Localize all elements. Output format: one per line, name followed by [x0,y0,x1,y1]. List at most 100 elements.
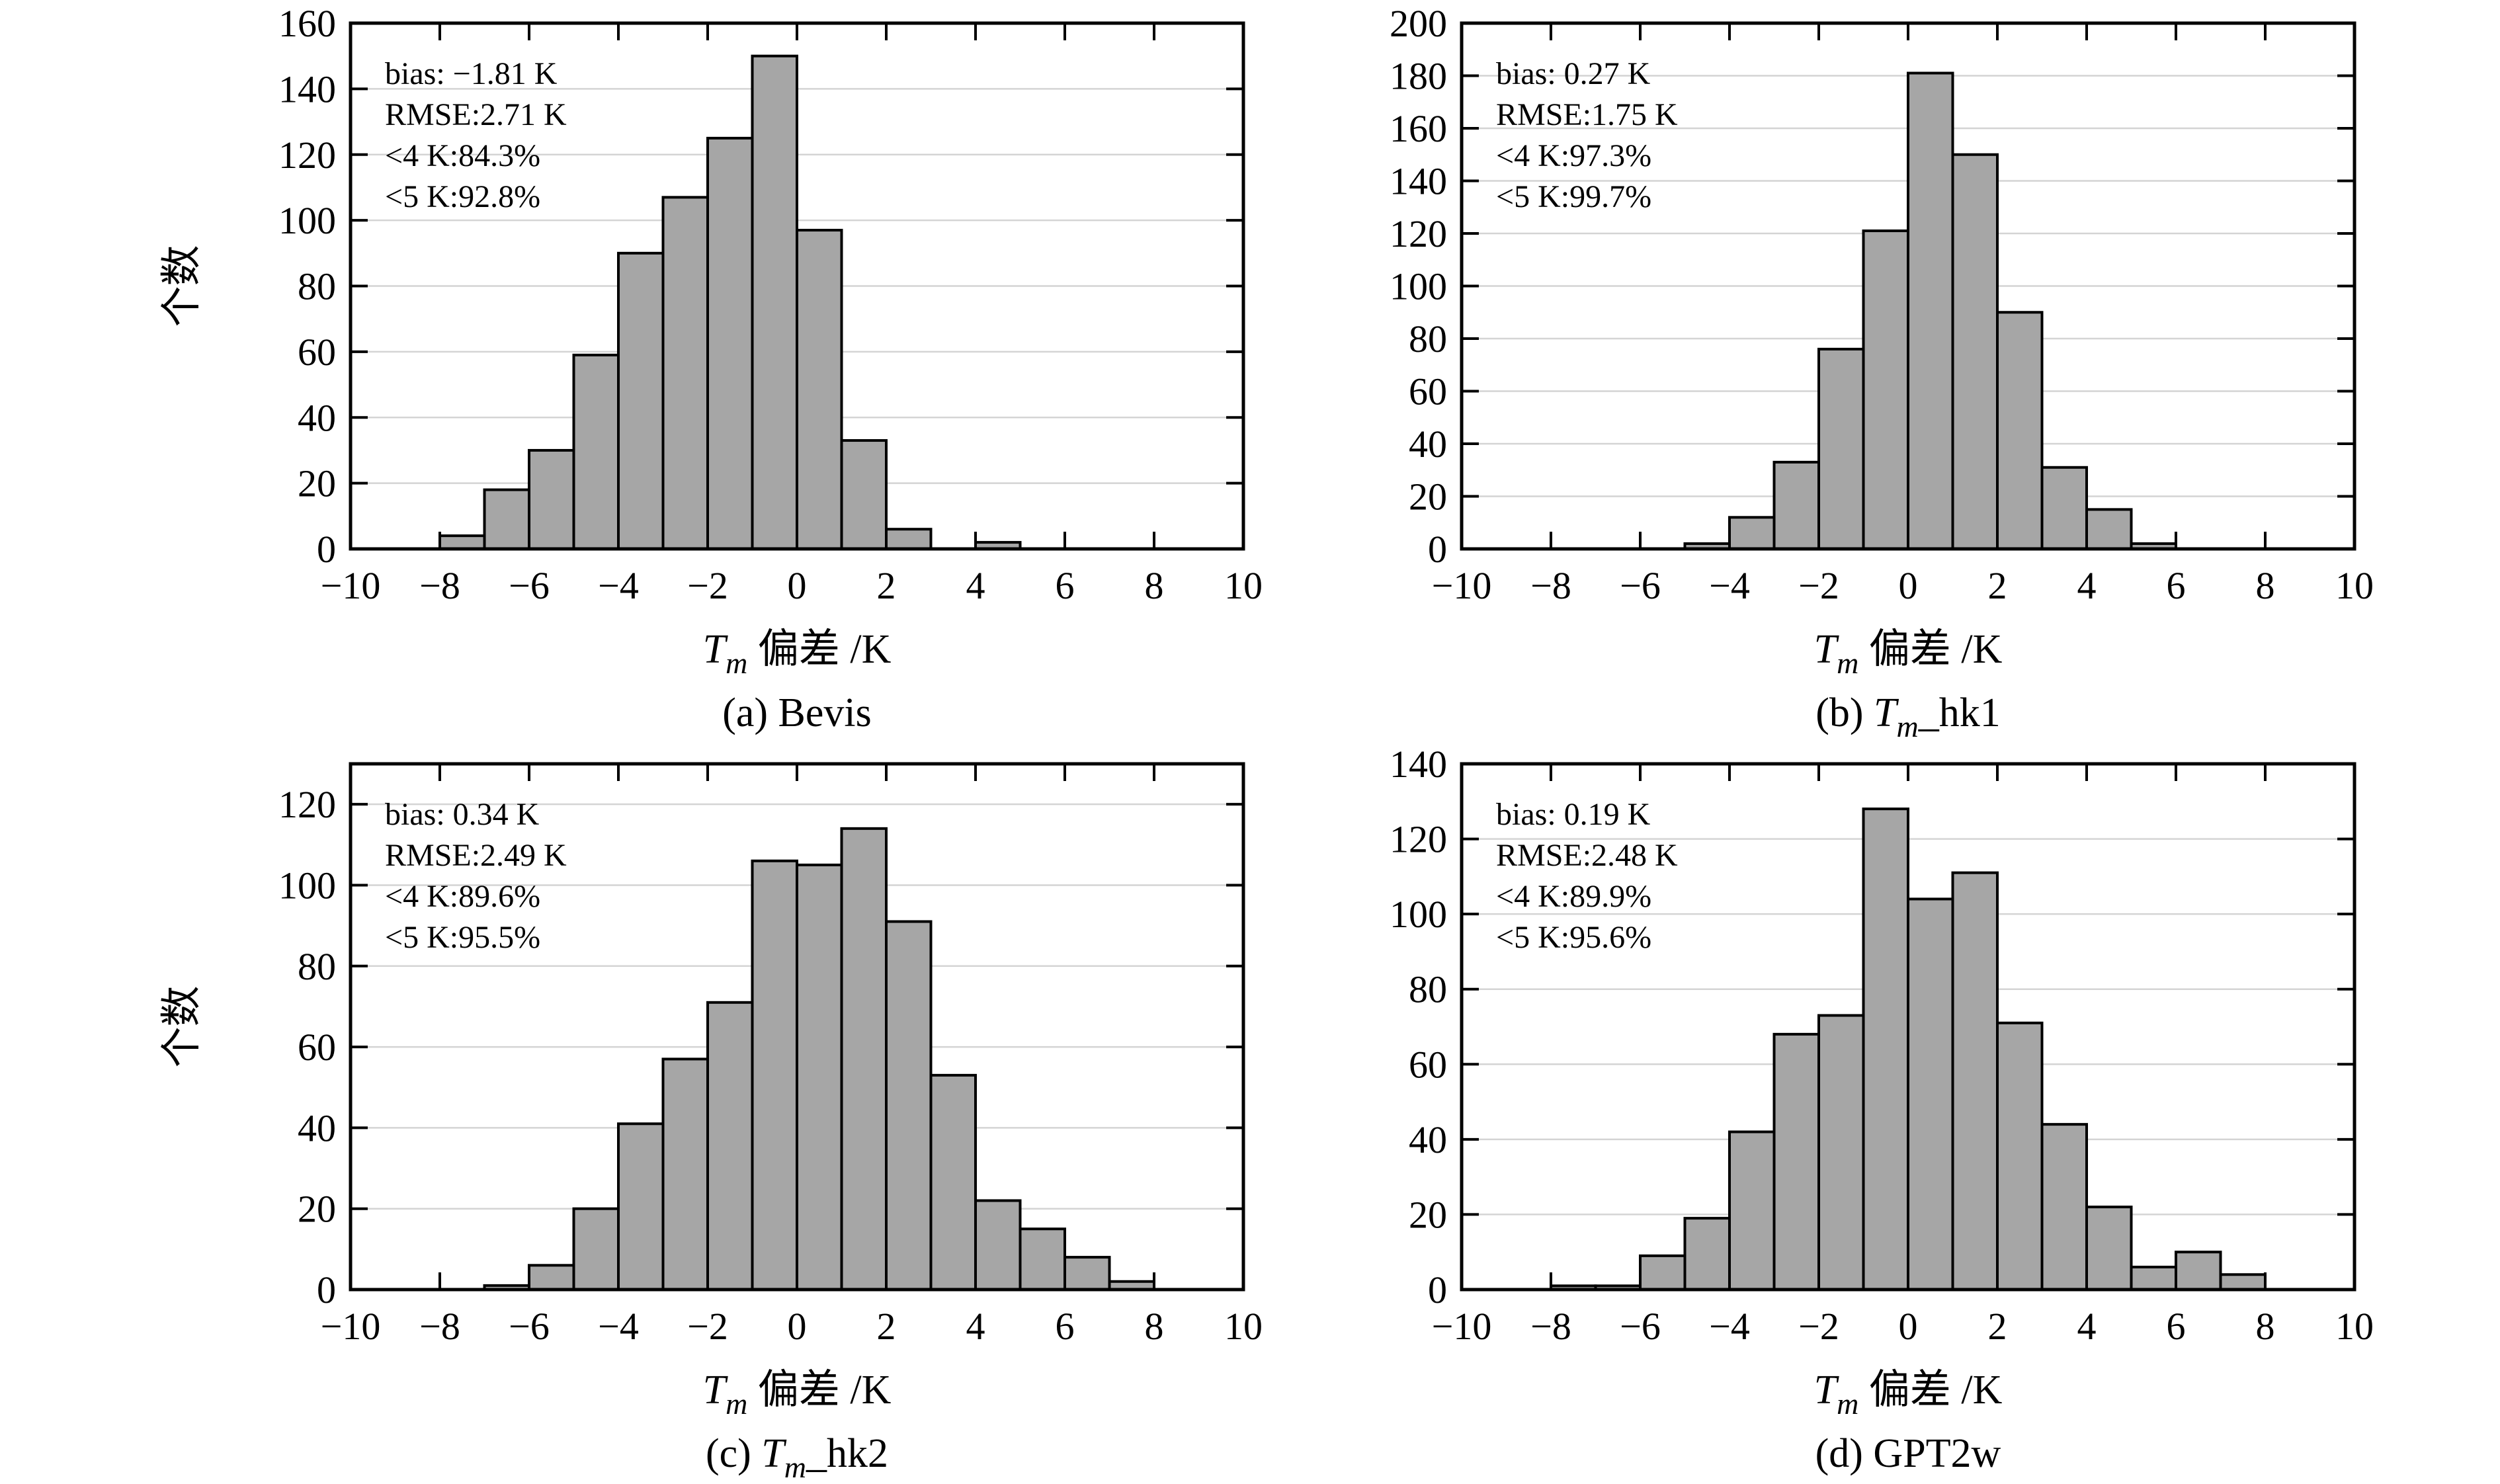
y-tick-label: 40 [1409,1118,1447,1161]
x-tick-label: −10 [1432,564,1492,607]
x-axis-label: Tm 偏差 /K [1814,1368,2003,1421]
x-tick-label: −4 [598,1305,639,1348]
annotation-line: <5 K:92.8% [385,179,540,214]
histogram-bar [706,1001,754,1292]
y-tick-label: 80 [1409,968,1447,1011]
x-axis-label: Tm 偏差 /K [703,627,892,680]
histogram-bar [840,827,888,1292]
histogram-bar [528,448,575,550]
y-tick-label: 120 [1390,212,1447,255]
histogram-bar [796,229,843,550]
histogram-bar [1862,229,1909,550]
x-tick-label: 8 [1145,1305,1164,1348]
rich-text-segment: T [1814,1368,1840,1413]
y-tick-label: 20 [1409,1193,1447,1236]
histogram-bar [1772,1032,1820,1292]
histogram-bar [2040,466,2088,551]
rich-text-segment: m [784,1450,806,1484]
x-tick-label: 10 [2335,1305,2374,1348]
x-tick-label: −2 [1798,1305,1839,1348]
annotation-line: <5 K:99.7% [1496,179,1651,214]
y-tick-label: 100 [1390,265,1447,308]
x-tick-label: 6 [1056,1305,1075,1348]
panel-d: −10 −8 −6 −4 −2 0 2 4 6 8 10020406080100120140bias… [1390,743,2374,1476]
histogram-bar [1728,516,1776,550]
histogram-bar [1951,153,1999,550]
x-axis-label: Tm 偏差 /K [1814,627,2003,680]
rich-text-segment: 偏差 /K [1858,627,2002,672]
x-tick-label: 8 [2256,1305,2275,1348]
histogram-bar [438,534,486,550]
annotation-line: bias: 0.27 K [1496,56,1651,91]
x-tick-label: −10 [321,1305,381,1348]
histogram-bar [528,1264,575,1292]
y-tick-label: 80 [298,945,336,988]
x-tick-label: 10 [2335,564,2374,607]
histogram-bar [885,528,933,550]
panel-caption: (c) Tm_hk2 [706,1431,888,1484]
y-tick-label: 0 [1428,1268,1447,1311]
y-tick-label: 80 [298,265,336,308]
y-tick-label: 0 [317,1268,336,1311]
y-tick-label: 180 [1390,55,1447,98]
rich-text-segment: _hk2 [806,1431,888,1476]
x-tick-label: 6 [2167,564,2186,607]
rich-text-segment: 偏差 /K [747,1368,891,1413]
rich-text-segment: m [726,1387,747,1421]
x-tick-label: −4 [1709,564,1750,607]
panel-a: −10 −8 −6 −4 −2 0 2 4 6 8 10020406080100120140160b… [159,2,1263,735]
y-tick-label: 140 [1390,160,1447,203]
x-tick-label: −4 [1709,1305,1750,1348]
y-tick-label: 100 [278,864,336,907]
histogram-bar [2085,1206,2133,1291]
histogram-bar [1951,871,1999,1291]
y-axis-label: 个数 [159,245,204,327]
annotation-line: <4 K:89.9% [1496,879,1651,914]
x-tick-label: 8 [1145,564,1164,607]
annotation-line: <4 K:84.3% [385,138,540,173]
histogram-bar [2130,1265,2177,1292]
histogram-bar [617,251,665,550]
histogram-bar [1996,311,2044,550]
y-tick-label: 20 [1409,475,1447,518]
annotation-line: <4 K:97.3% [1496,138,1651,173]
x-tick-label: 6 [1056,564,1075,607]
histogram-bar [572,353,620,550]
x-tick-label: 2 [1988,1305,2007,1348]
y-tick-label: 140 [1390,743,1447,786]
x-tick-label: −8 [1530,564,1571,607]
histogram-bar [2085,508,2133,550]
histogram-bar [617,1122,665,1292]
histogram-bar [1862,807,1909,1291]
y-tick-label: 20 [298,462,336,505]
annotation-line: RMSE:2.49 K [385,838,567,873]
x-tick-label: −2 [1798,564,1839,607]
histogram-bar [974,1199,1022,1292]
annotation-line: RMSE:1.75 K [1496,97,1678,132]
y-tick-label: 40 [298,396,336,439]
rich-text-segment: T [703,1368,729,1413]
x-tick-label: 8 [2256,564,2275,607]
x-tick-label: −6 [509,1305,550,1348]
x-tick-label: 2 [877,564,896,607]
y-tick-label: 120 [278,134,336,177]
annotation-line: <5 K:95.5% [385,920,540,955]
x-tick-label: 2 [877,1305,896,1348]
rich-text-segment: T [761,1431,787,1476]
histogram-bar [885,920,933,1291]
histogram-bar [840,439,888,550]
panel-caption: (b) Tm_hk1 [1815,690,2001,743]
x-tick-label: 6 [2167,1305,2186,1348]
histogram-bar [751,859,798,1292]
annotation-line: bias: −1.81 K [385,56,558,91]
x-tick-label: 2 [1988,564,2007,607]
histogram-bar [661,1057,709,1292]
annotation-line: <5 K:95.6% [1496,920,1651,955]
x-tick-label: −6 [509,564,550,607]
x-tick-label: 0 [1899,564,1918,607]
histogram-bar [2040,1123,2088,1291]
histogram-bar [1683,1217,1731,1292]
